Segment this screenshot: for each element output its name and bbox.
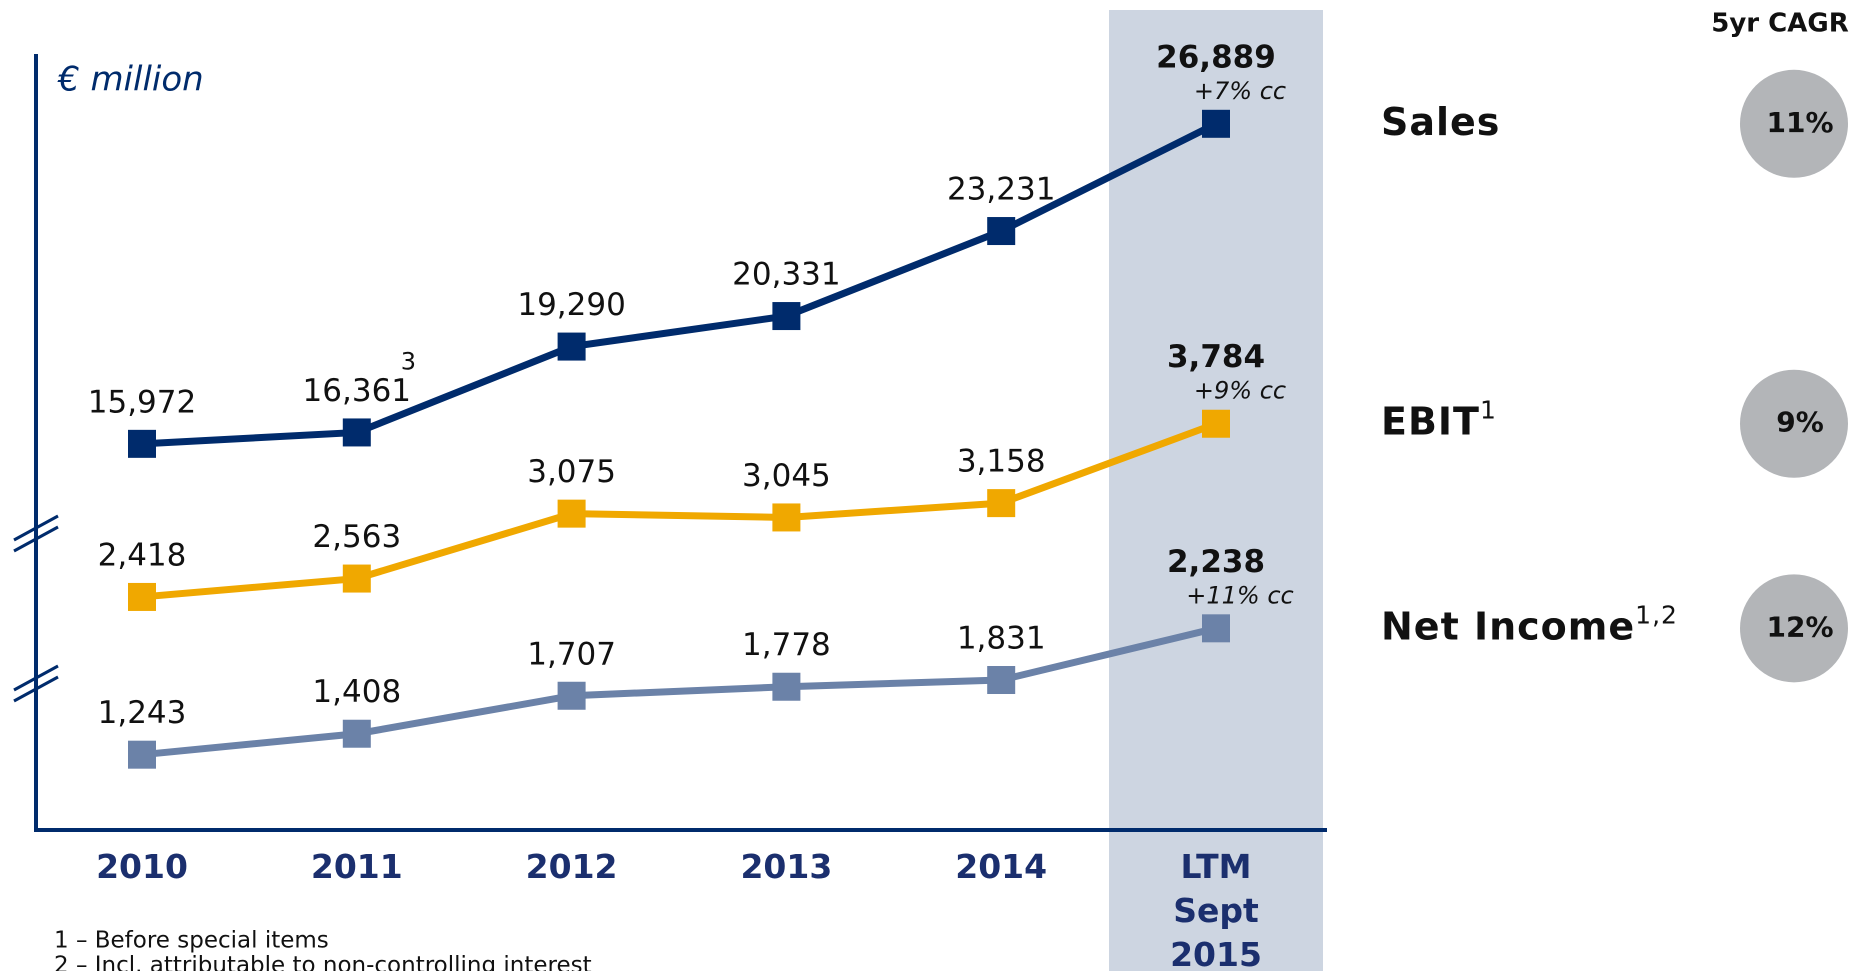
legend-name: EBIT [1381, 399, 1480, 443]
marker [987, 489, 1016, 518]
data-label: 1,831 [957, 621, 1046, 657]
data-label: 2,563 [312, 519, 401, 555]
marker [342, 564, 371, 593]
cagr-circle [1740, 574, 1848, 683]
series-line [141, 120, 1218, 448]
marker [1202, 109, 1230, 138]
legend-label: Net Income1,2 [1381, 600, 1678, 648]
marker [987, 217, 1016, 246]
data-label: 26,889 [1156, 39, 1276, 75]
marker [987, 666, 1016, 695]
x-tick-label: 2013 [740, 847, 833, 886]
growth-note: +9% cc [1194, 377, 1286, 405]
marker [772, 672, 801, 701]
y-label: € million [57, 60, 204, 100]
marker [772, 503, 801, 532]
footnote: 2 – Incl. attributable to non-controllin… [54, 953, 592, 971]
x-tick-label: 2011 [310, 847, 403, 886]
footnote-ref: 1,2 [1635, 600, 1678, 629]
x-tick-label: 2012 [525, 847, 618, 886]
cagr-title: 5yr CAGR [1711, 9, 1848, 39]
growth-note: +11% cc [1186, 581, 1293, 609]
data-label: 3,075 [527, 454, 616, 490]
data-label: 19,290 [517, 287, 625, 323]
data-label: 16,361 [303, 373, 411, 409]
data-label: 3,045 [742, 458, 831, 494]
data-label: 2,238 [1167, 544, 1265, 580]
axis-break [13, 514, 59, 703]
data-label: 3,784 [1167, 339, 1265, 375]
cagr-circle [1740, 369, 1848, 478]
growth-note: +7% cc [1194, 77, 1286, 105]
marker [1202, 409, 1230, 438]
marker [1202, 614, 1230, 643]
marker [128, 429, 156, 458]
cagr-value: 9% [1776, 406, 1824, 439]
legend-label: EBIT1 [1381, 396, 1497, 444]
marker [342, 418, 371, 447]
data-label: 1,243 [98, 695, 187, 731]
cagr-value: 11% [1766, 106, 1833, 139]
marker [772, 302, 801, 331]
marker [557, 499, 586, 528]
x-tick-label: 2010 [96, 847, 188, 886]
data-label: 1,707 [527, 636, 616, 672]
series-line [141, 624, 1217, 759]
data-label: 20,331 [732, 257, 840, 293]
highlight-band [1109, 10, 1323, 971]
data-label: 1,408 [312, 674, 401, 710]
footnote: 1 – Before special items [54, 928, 329, 954]
x-tick-label: 2014 [955, 847, 1048, 886]
data-label: 2,418 [98, 537, 187, 573]
legend-name: Sales [1381, 99, 1500, 143]
cagr-value: 12% [1766, 610, 1833, 643]
marker [342, 719, 371, 748]
marker [128, 740, 156, 769]
marker [557, 332, 586, 361]
series-line [141, 420, 1218, 601]
x-tick-label: LTM Sept 2015 [1170, 847, 1262, 971]
data-label: 1,778 [742, 627, 831, 663]
footnote-ref: 1 [1480, 396, 1497, 425]
annotation: 3 [401, 347, 416, 375]
marker [128, 582, 156, 611]
data-label: 15,972 [88, 384, 196, 420]
legend-name: Net Income [1381, 604, 1635, 648]
data-label: 3,158 [957, 444, 1046, 480]
legend-label: Sales [1381, 99, 1500, 143]
data-label: 23,231 [947, 172, 1055, 208]
cagr-circle [1740, 69, 1848, 178]
marker [557, 681, 586, 710]
